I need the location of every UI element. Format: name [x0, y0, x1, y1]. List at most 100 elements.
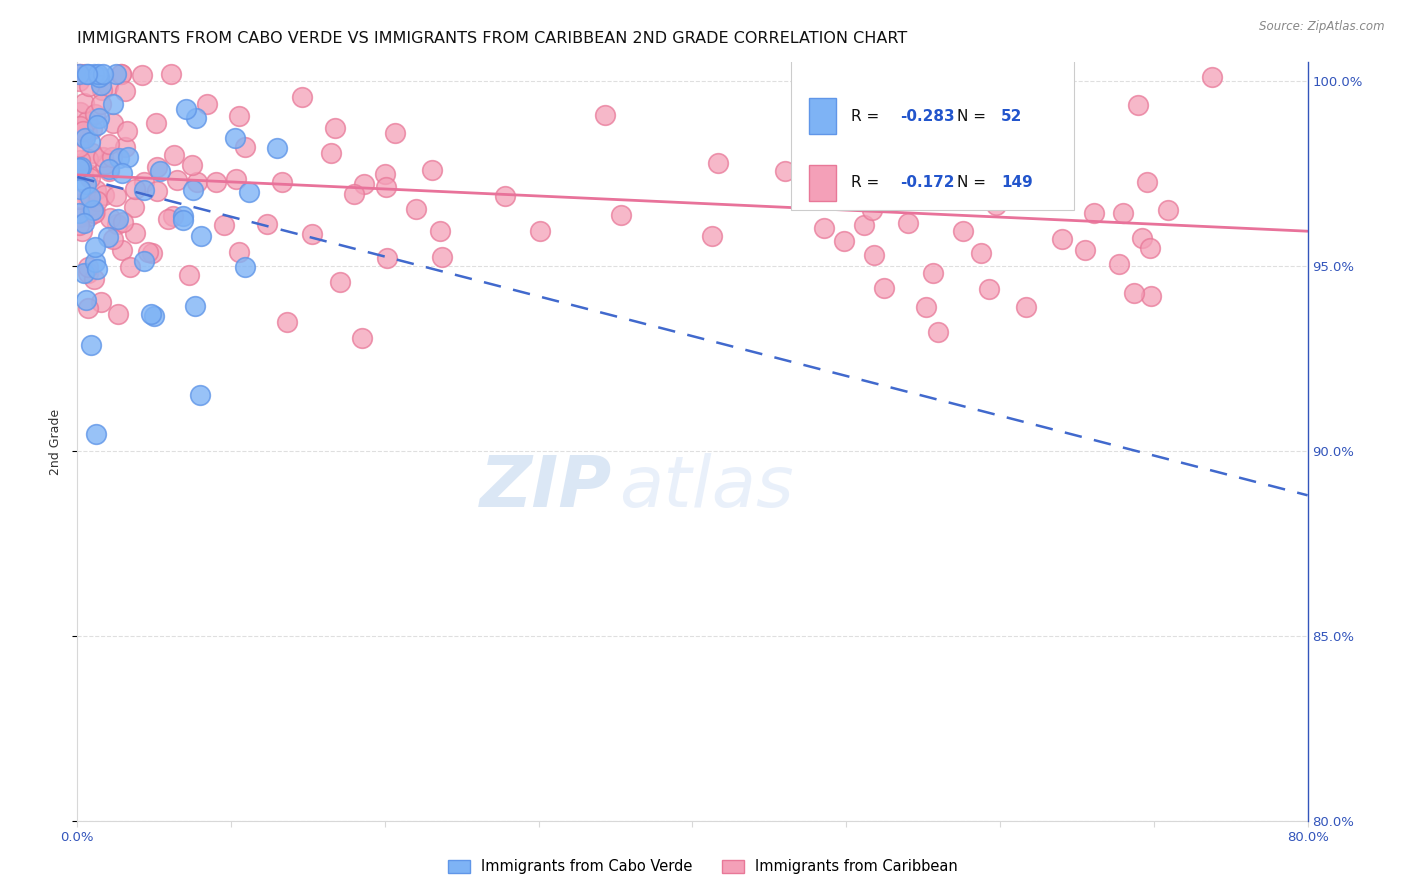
Point [1139, 242, 1161, 256]
Point [86, 118, 108, 132]
Point [183, 183, 205, 197]
Point [323, 120, 346, 135]
Point [922, 266, 945, 280]
Point [91, 150, 114, 164]
Point [84, 255, 107, 269]
Point [132, 254, 155, 268]
Point [813, 221, 835, 235]
Point [117, 150, 139, 164]
Point [77, 191, 100, 205]
Point [90, 294, 112, 309]
Point [67, 161, 90, 175]
Point [101, 150, 124, 164]
Point [1135, 176, 1157, 190]
Point [374, 168, 396, 182]
Point [172, 213, 194, 227]
Point [70, 224, 93, 238]
Point [149, 164, 172, 178]
Text: atlas: atlas [619, 452, 793, 522]
Point [110, 66, 132, 80]
Point [353, 178, 375, 192]
Point [101, 97, 124, 112]
Point [177, 268, 200, 283]
Point [429, 224, 451, 238]
Point [80, 198, 103, 212]
Point [979, 282, 1001, 296]
Point [593, 108, 616, 122]
Point [89, 70, 111, 85]
Point [93, 187, 115, 202]
Point [851, 173, 873, 187]
Point [108, 151, 131, 165]
Point [141, 246, 163, 260]
Point [832, 104, 855, 119]
Point [97, 79, 120, 94]
Point [1122, 285, 1144, 300]
FancyBboxPatch shape [810, 98, 837, 135]
FancyBboxPatch shape [810, 165, 837, 202]
Point [1201, 70, 1223, 85]
Point [1083, 206, 1105, 220]
Point [76, 125, 98, 139]
Point [301, 227, 323, 241]
Point [83, 206, 105, 220]
Point [162, 209, 184, 223]
Point [77, 168, 100, 182]
Point [83, 204, 105, 219]
Point [120, 260, 142, 274]
Point [97, 137, 120, 152]
Point [136, 245, 159, 260]
Point [1014, 300, 1036, 314]
Text: 149: 149 [1001, 176, 1033, 191]
Point [76, 66, 98, 80]
Point [225, 171, 247, 186]
Point [67, 206, 90, 220]
Point [941, 133, 963, 147]
Point [163, 148, 186, 162]
Point [276, 315, 298, 329]
Point [212, 218, 235, 232]
Point [93, 157, 115, 171]
Point [69, 153, 91, 167]
Point [610, 208, 633, 222]
Point [987, 183, 1010, 197]
Point [76, 301, 98, 315]
Point [132, 183, 155, 197]
Point [103, 115, 125, 129]
Point [1052, 128, 1074, 142]
Point [145, 115, 167, 129]
Point [420, 163, 443, 178]
Point [107, 308, 129, 322]
Point [87, 111, 110, 125]
Point [897, 217, 920, 231]
Point [75, 66, 97, 80]
Point [172, 209, 194, 223]
Text: 52: 52 [1001, 109, 1022, 124]
Point [84, 183, 107, 197]
Point [91, 83, 114, 97]
Point [77, 210, 100, 224]
Point [141, 307, 163, 321]
Point [970, 246, 993, 260]
Point [374, 179, 396, 194]
Point [82, 121, 104, 136]
Point [98, 211, 121, 225]
Point [405, 202, 427, 216]
Point [112, 214, 135, 228]
Point [70, 160, 93, 174]
Text: -0.172: -0.172 [900, 176, 955, 191]
Point [271, 175, 294, 189]
Point [69, 157, 91, 171]
Point [69, 182, 91, 196]
Point [266, 141, 288, 155]
Text: -0.283: -0.283 [900, 109, 955, 124]
Point [233, 140, 256, 154]
Title: IMMIGRANTS FROM CABO VERDE VS IMMIGRANTS FROM CARIBBEAN 2ND GRADE CORRELATION CH: IMMIGRANTS FROM CABO VERDE VS IMMIGRANTS… [77, 31, 908, 46]
Point [188, 387, 211, 401]
Point [1126, 98, 1149, 112]
Point [67, 73, 90, 87]
Point [984, 198, 1007, 212]
Point [319, 146, 342, 161]
Point [77, 152, 100, 166]
Point [927, 325, 949, 339]
